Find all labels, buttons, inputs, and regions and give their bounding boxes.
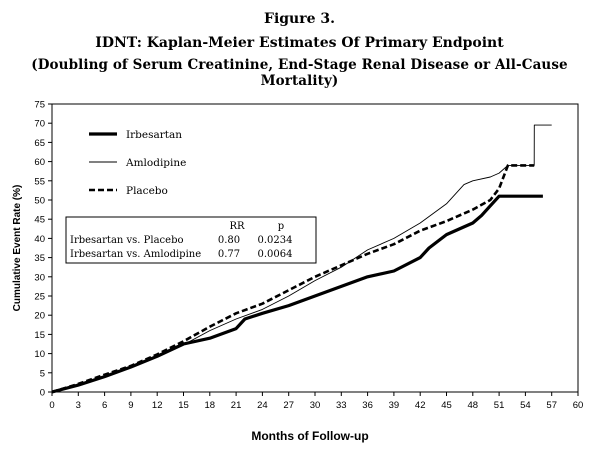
y-tick-label: 45 [34,215,45,226]
y-tick-label: 60 [34,157,45,168]
x-tick-label: 3 [76,400,81,411]
x-tick-label: 12 [152,400,163,411]
x-tick-label: 48 [468,400,479,411]
y-tick-label: 15 [34,330,45,341]
x-tick-label: 42 [415,400,426,411]
stats-box-frame [65,216,317,264]
stats-row-p: 0.0234 [258,235,293,246]
legend-label-placebo: Placebo [126,185,168,197]
x-tick-label: 33 [336,400,347,411]
stats-row-rr: 0.77 [218,249,240,260]
stats-header-rr: RR [229,221,245,232]
stats-row-p: 0.0064 [258,249,293,260]
figure-title: IDNT: Kaplan-Meier Estimates Of Primary … [95,35,504,51]
stats-table: RR p Irbesartan vs. Placebo 0.80 0.0234 Irbes… [65,216,317,264]
y-tick-label: 65 [34,138,45,149]
figure-subtitle: (Doubling of Serum Creatinine, End-Stage… [31,57,568,89]
x-tick-label: 36 [362,400,373,411]
y-tick-label: 20 [34,311,45,322]
y-tick-label: 75 [34,100,45,111]
stats-header-p: p [278,221,284,232]
x-tick-label: 60 [573,400,584,411]
x-tick-label: 15 [178,400,189,411]
stats-row-rr: 0.80 [218,235,240,246]
x-tick-label: 6 [102,400,107,411]
y-tick-label: 40 [34,234,45,245]
stats-row-label: Irbesartan vs. Amlodipine [70,249,201,260]
x-tick-label: 27 [283,400,294,411]
x-tick-label: 57 [546,400,557,411]
x-tick-label: 9 [128,400,133,411]
x-tick-label: 51 [494,400,505,411]
x-tick-label: 24 [257,400,268,411]
series-line-placebo [51,164,535,394]
y-tick-label: 55 [34,176,45,187]
x-axis-title: Months of Follow-up [251,429,368,443]
y-tick-label: 0 [40,388,45,399]
y-tick-label: 5 [40,368,45,379]
legend-label-amlodipine: Amlodipine [125,157,186,169]
y-tick-label: 10 [34,349,45,360]
stats-row-label: Irbesartan vs. Placebo [70,235,184,246]
x-tick-label: 54 [520,400,531,411]
series-line-irbesartan [51,194,543,394]
x-tick-label: 39 [389,400,400,411]
y-tick-label: 70 [34,119,45,130]
x-tick-label: 30 [310,400,321,411]
series-layer [51,124,552,394]
x-tick-label: 21 [231,400,242,411]
legend-label-irbesartan: Irbesartan [126,129,182,141]
y-axis-title: Cumulative Event Rate (%) [12,185,23,312]
legend: Irbesartan Amlodipine Placebo [89,129,186,197]
y-tick-label: 35 [34,253,45,264]
x-tick-label: 0 [49,400,54,411]
x-tick-label: 18 [205,400,216,411]
y-tick-label: 25 [34,292,45,303]
figure-label: Figure 3. [264,11,335,27]
y-tick-label: 50 [34,196,45,207]
x-tick-label: 45 [441,400,452,411]
y-tick-label: 30 [34,272,45,283]
